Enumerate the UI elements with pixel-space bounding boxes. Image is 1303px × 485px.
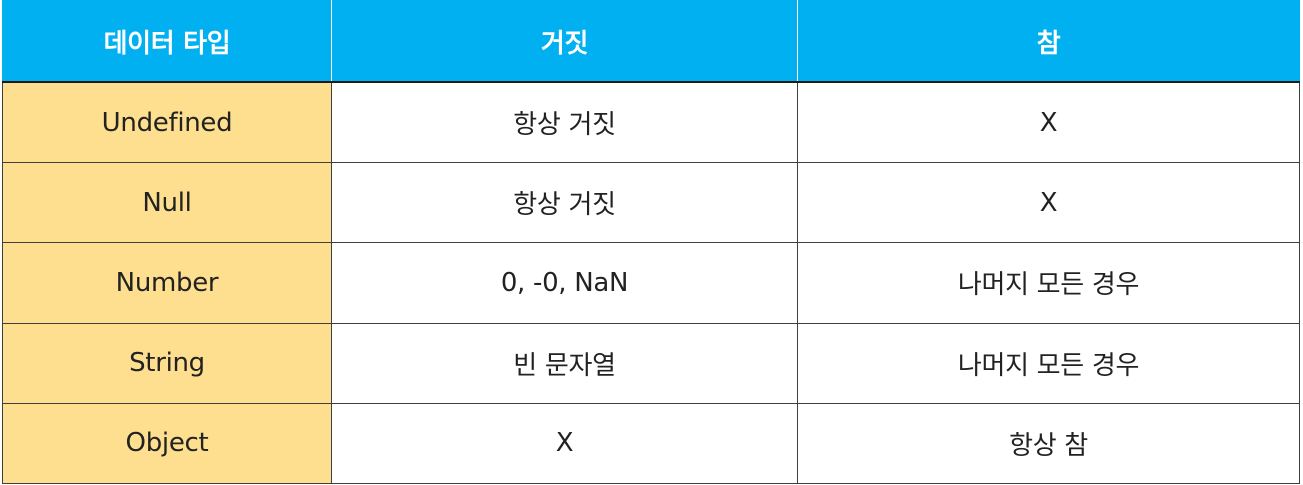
- header-data-type: 데이터 타입: [2, 0, 332, 83]
- truthy-cell: 나머지 모든 경우: [797, 322, 1300, 404]
- table-row-undefined: Undefined 항상 거짓 X: [2, 81, 1300, 164]
- falsy-cell: 항상 거짓: [331, 81, 798, 164]
- falsy-cell: X: [331, 402, 798, 485]
- truthy-cell: X: [797, 81, 1300, 164]
- table-body: Undefined 항상 거짓 X Null 항상 거짓 X Number 0,…: [2, 81, 1300, 485]
- type-cell: String: [2, 322, 332, 404]
- truthy-cell: 나머지 모든 경우: [797, 242, 1300, 324]
- type-cell: Null: [2, 162, 332, 244]
- table-row-number: Number 0, -0, NaN 나머지 모든 경우: [2, 242, 1300, 324]
- header-falsy: 거짓: [331, 0, 798, 83]
- table-row-null: Null 항상 거짓 X: [2, 162, 1300, 244]
- type-cell: Undefined: [2, 81, 332, 164]
- table-row-object: Object X 항상 참: [2, 402, 1300, 485]
- truthy-cell: 항상 참: [797, 402, 1300, 485]
- falsy-cell: 빈 문자열: [331, 322, 798, 404]
- type-cell: Number: [2, 242, 332, 324]
- falsy-cell: 항상 거짓: [331, 162, 798, 244]
- header-truthy: 참: [797, 0, 1300, 83]
- header-row: 데이터 타입 거짓 참: [2, 0, 1300, 83]
- table-row-string: String 빈 문자열 나머지 모든 경우: [2, 322, 1300, 404]
- truthy-cell: X: [797, 162, 1300, 244]
- falsy-cell: 0, -0, NaN: [331, 242, 798, 324]
- type-cell: Object: [2, 402, 332, 485]
- table-header: 데이터 타입 거짓 참: [2, 0, 1300, 83]
